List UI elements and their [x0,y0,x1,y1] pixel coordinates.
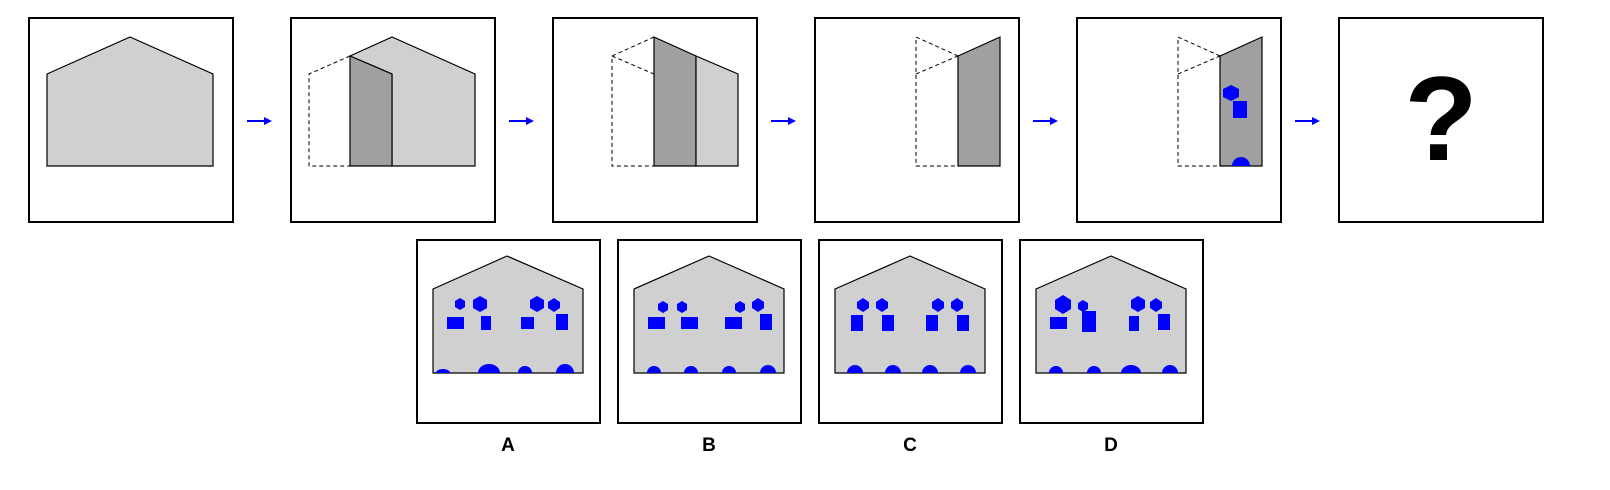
option-label-c: C [903,435,917,456]
sequence-panel-5 [1076,17,1282,223]
sequence-panel-1 [28,17,234,223]
option-a[interactable]: A [416,239,601,456]
dashed-original-outline [611,36,655,167]
option-label-b: B [702,435,716,456]
arrow-4 [1033,117,1058,125]
sequence-panel-6: ? [1338,17,1544,223]
option-d-marks [1049,295,1178,373]
option-c-marks [847,298,976,373]
question-mark: ? [1404,52,1477,186]
dashed-original-outline [308,55,351,167]
house-shape [834,255,986,374]
dashed-original-outline [1177,36,1221,167]
dashed-original-outline [915,36,959,167]
sequence-panel-4 [814,17,1020,223]
sequence-panel-2 [290,17,496,223]
house-shape [432,255,584,374]
folded-flap [653,36,697,167]
punched-hexagon [1223,85,1239,101]
arrow-2 [509,117,534,125]
option-label-d: D [1104,435,1118,456]
punched-semicircle [1232,157,1250,166]
arrow-1 [247,117,272,125]
option-label-a: A [501,435,515,456]
option-c[interactable]: C [818,239,1003,456]
folded-flap [349,55,393,167]
folded-stack [957,36,1001,167]
sequence-panel-3 [552,17,758,223]
option-b[interactable]: B [617,239,802,456]
arrow-3 [771,117,796,125]
house-shape [46,36,214,167]
house-right-strip [695,55,739,167]
punched-square [1233,101,1247,118]
arrow-5 [1295,117,1320,125]
option-a-marks [436,296,574,373]
sequence-row: ? [28,17,1544,223]
house-shape [633,255,785,374]
house-shape [1035,255,1187,374]
options-row: A B [416,239,1204,456]
option-d[interactable]: D [1019,239,1204,456]
option-b-marks [647,298,776,373]
